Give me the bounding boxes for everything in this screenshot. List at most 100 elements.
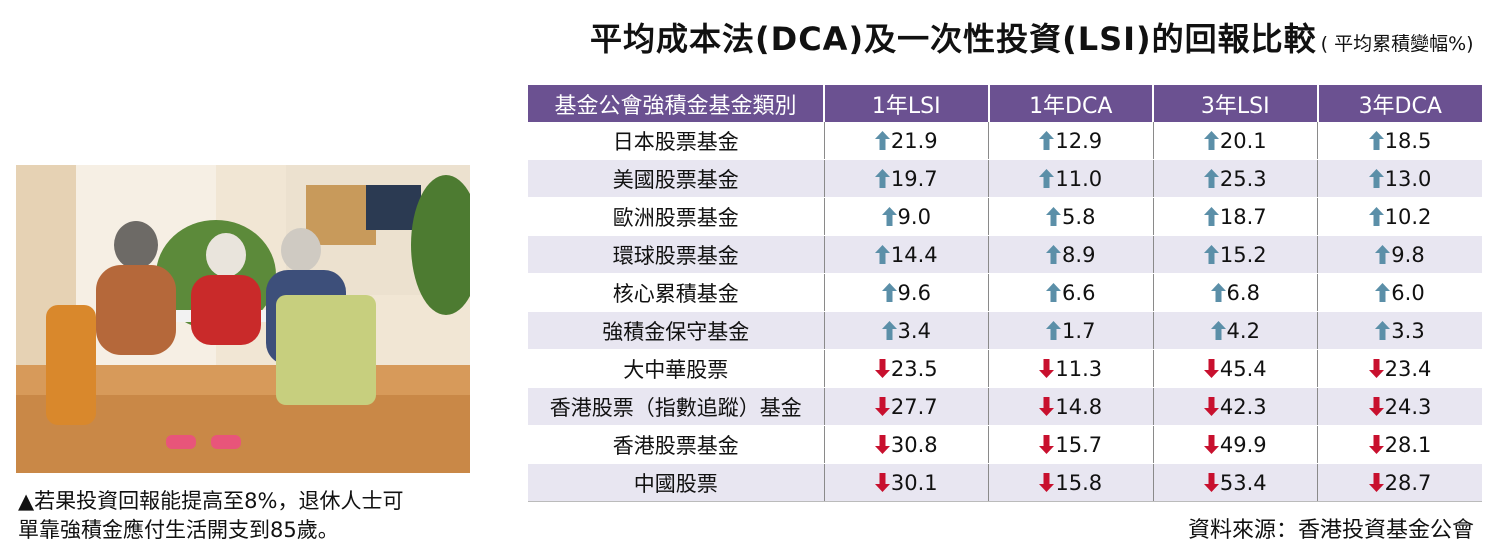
value-text: 28.7 <box>1384 470 1432 495</box>
value-text: 15.8 <box>1055 470 1103 495</box>
down-arrow-icon <box>1368 472 1384 492</box>
news-photo <box>16 165 470 473</box>
value-text: 23.5 <box>890 356 938 381</box>
value-text: 15.7 <box>1055 432 1103 457</box>
value-cell: 30.8 <box>823 425 989 464</box>
value-text: 9.8 <box>1391 242 1425 267</box>
value-text: 28.1 <box>1384 432 1432 457</box>
value-cell: 11.0 <box>988 159 1153 198</box>
fund-name-cell: 環球股票基金 <box>528 235 824 274</box>
value-text: 45.4 <box>1219 356 1267 381</box>
value-text: 18.7 <box>1219 204 1267 229</box>
value-cell: 27.7 <box>823 387 989 426</box>
value-cell: 25.3 <box>1152 159 1318 198</box>
value-cell: 13.0 <box>1317 159 1482 198</box>
table-row: 環球股票基金 14.4 8.9 15.2 9.8 <box>528 235 1482 274</box>
value-cell: 53.4 <box>1152 463 1318 502</box>
value-cell: 30.1 <box>823 463 989 502</box>
up-arrow-icon <box>1039 130 1055 150</box>
fund-name-cell: 強積金保守基金 <box>528 311 824 350</box>
header-3y-lsi: 3年LSI <box>1152 85 1318 122</box>
table-row: 歐洲股票基金 9.0 5.8 18.7 10.2 <box>528 197 1482 236</box>
title-main: 平均成本法(DCA)及一次性投資(LSI)的回報比較 <box>590 20 1317 58</box>
down-arrow-icon <box>1203 472 1219 492</box>
value-text: 4.2 <box>1226 318 1260 343</box>
value-cell: 9.6 <box>823 273 989 312</box>
up-arrow-icon <box>1039 168 1055 188</box>
value-text: 25.3 <box>1219 166 1267 191</box>
down-arrow-icon <box>1039 434 1055 454</box>
returns-table: 基金公會強積金基金類別 1年LSI 1年DCA 3年LSI 3年DCA 日本股票… <box>528 85 1482 502</box>
header-row: 基金公會強積金基金類別 1年LSI 1年DCA 3年LSI 3年DCA <box>528 85 1482 122</box>
table-title: 平均成本法(DCA)及一次性投資(LSI)的回報比較( 平均累積變幅%) <box>590 14 1474 60</box>
header-1y-lsi: 1年LSI <box>823 85 989 122</box>
value-cell: 19.7 <box>823 159 989 198</box>
up-arrow-icon <box>874 168 890 188</box>
fund-name-cell: 日本股票基金 <box>528 122 824 160</box>
value-text: 8.9 <box>1062 242 1096 267</box>
up-arrow-icon <box>1368 130 1384 150</box>
fund-name-cell: 香港股票（指數追蹤）基金 <box>528 387 824 426</box>
value-cell: 6.8 <box>1152 273 1318 312</box>
value-text: 13.0 <box>1384 166 1432 191</box>
header-1y-dca: 1年DCA <box>987 85 1153 122</box>
table-row: 美國股票基金 19.7 11.0 25.3 13.0 <box>528 159 1482 198</box>
value-text: 11.3 <box>1055 356 1103 381</box>
fund-name-cell: 核心累積基金 <box>528 273 824 312</box>
table-row: 日本股票基金 21.9 12.9 20.1 18.5 <box>528 122 1482 160</box>
down-arrow-icon <box>1039 396 1055 416</box>
value-cell: 14.8 <box>988 387 1153 426</box>
value-cell: 6.0 <box>1317 273 1482 312</box>
fund-name-cell: 美國股票基金 <box>528 159 824 198</box>
down-arrow-icon <box>1203 358 1219 378</box>
up-arrow-icon <box>1375 282 1391 302</box>
down-arrow-icon <box>874 358 890 378</box>
photo-caption: ▲若果投資回報能提高至8%，退休人士可 單靠強積金應付生活開支到85歲。 <box>18 487 488 545</box>
down-arrow-icon <box>874 472 890 492</box>
up-arrow-icon <box>1046 282 1062 302</box>
value-text: 24.3 <box>1384 394 1432 419</box>
header-fund-type: 基金公會強積金基金類別 <box>528 85 824 122</box>
fund-name-cell: 大中華股票 <box>528 349 824 388</box>
table-row: 香港股票（指數追蹤）基金 27.7 14.8 42.3 24.3 <box>528 387 1482 426</box>
value-text: 10.2 <box>1384 204 1432 229</box>
value-cell: 15.2 <box>1152 235 1318 274</box>
up-arrow-icon <box>1046 244 1062 264</box>
table-row: 中國股票 30.1 15.8 53.4 28.7 <box>528 463 1482 502</box>
up-arrow-icon <box>874 244 890 264</box>
down-arrow-icon <box>1203 396 1219 416</box>
fund-name-cell: 中國股票 <box>528 463 824 502</box>
value-text: 42.3 <box>1219 394 1267 419</box>
value-text: 6.8 <box>1226 280 1260 305</box>
value-text: 15.2 <box>1219 242 1267 267</box>
up-arrow-icon <box>1210 282 1226 302</box>
value-cell: 9.8 <box>1317 235 1482 274</box>
table-row: 大中華股票 23.5 11.3 45.4 23.4 <box>528 349 1482 388</box>
value-cell: 10.2 <box>1317 197 1482 236</box>
up-arrow-icon <box>881 206 897 226</box>
down-arrow-icon <box>1368 358 1384 378</box>
up-arrow-icon <box>1375 320 1391 340</box>
fund-name-cell: 香港股票基金 <box>528 425 824 464</box>
value-cell: 42.3 <box>1152 387 1318 426</box>
title-sub: ( 平均累積變幅%) <box>1320 33 1474 55</box>
up-arrow-icon <box>881 282 897 302</box>
value-cell: 3.3 <box>1317 311 1482 350</box>
table-row: 強積金保守基金 3.4 1.7 4.2 3.3 <box>528 311 1482 350</box>
table-body: 日本股票基金 21.9 12.9 20.1 18.5 美國股票基金 19.7 11.0 25.3… <box>528 122 1482 502</box>
up-arrow-icon <box>1046 320 1062 340</box>
table-row: 香港股票基金 30.8 15.7 49.9 28.1 <box>528 425 1482 464</box>
value-cell: 23.5 <box>823 349 989 388</box>
value-text: 6.0 <box>1391 280 1425 305</box>
up-arrow-icon <box>1203 244 1219 264</box>
photo-elderly-residents-icon <box>16 165 470 473</box>
caption-line: ▲若果投資回報能提高至8%，退休人士可 <box>18 489 404 513</box>
value-text: 1.7 <box>1062 318 1096 343</box>
up-arrow-icon <box>1368 206 1384 226</box>
up-arrow-icon <box>1203 130 1219 150</box>
down-arrow-icon <box>1039 358 1055 378</box>
value-text: 20.1 <box>1219 128 1267 153</box>
up-arrow-icon <box>1210 320 1226 340</box>
value-text: 19.7 <box>890 166 938 191</box>
down-arrow-icon <box>874 434 890 454</box>
